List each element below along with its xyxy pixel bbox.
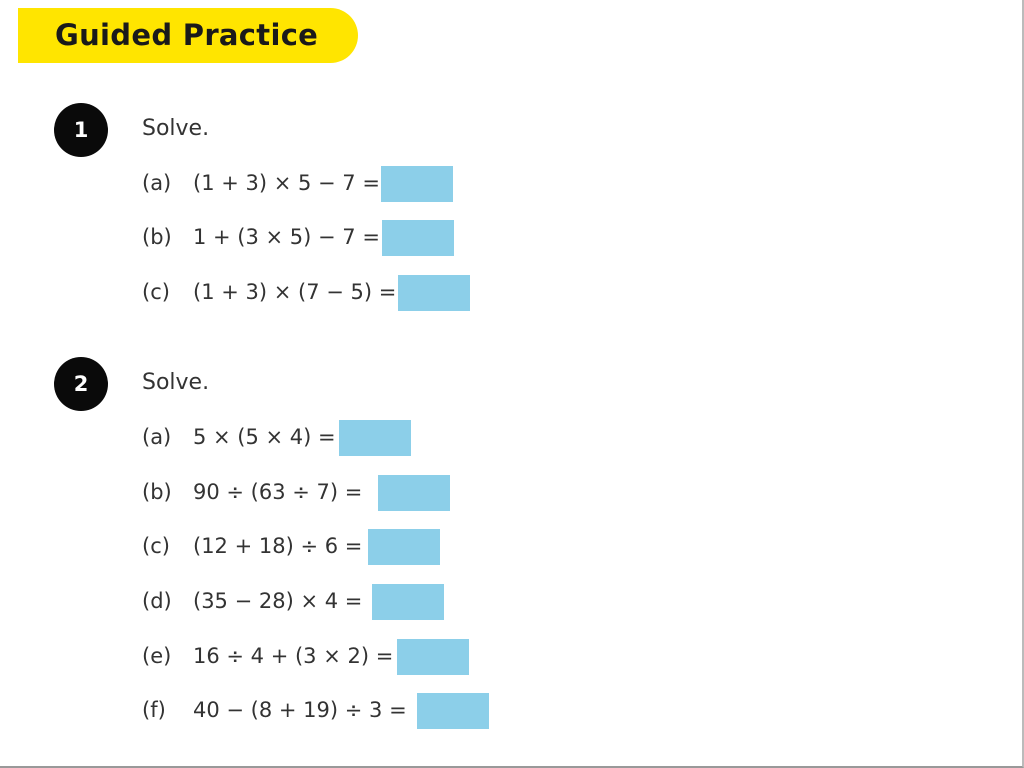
answer-box[interactable] — [397, 639, 469, 675]
part-expression: (1 + 3) × 5 − 7 = — [193, 171, 380, 195]
answer-box[interactable] — [381, 166, 453, 202]
question-number-badge: 1 — [54, 103, 108, 157]
part-label: (c) — [142, 280, 170, 304]
part-label: (f) — [142, 698, 166, 722]
answer-box[interactable] — [339, 420, 411, 456]
part-label: (d) — [142, 589, 172, 613]
answer-box[interactable] — [382, 220, 454, 256]
part-label: (b) — [142, 480, 172, 504]
question-instruction: Solve. — [142, 116, 210, 141]
answer-box[interactable] — [372, 584, 444, 620]
part-expression: (12 + 18) ÷ 6 = — [193, 534, 363, 558]
part-label: (e) — [142, 644, 172, 668]
part-label: (b) — [142, 225, 172, 249]
part-expression: 90 ÷ (63 ÷ 7) = — [193, 480, 363, 504]
part-expression: 40 − (8 + 19) ÷ 3 = — [193, 698, 407, 722]
answer-box[interactable] — [398, 275, 470, 311]
section-banner: Guided Practice — [18, 8, 358, 63]
answer-box[interactable] — [378, 475, 450, 511]
part-label: (c) — [142, 534, 170, 558]
part-expression: 16 ÷ 4 + (3 × 2) = — [193, 644, 394, 668]
part-expression: 5 × (5 × 4) = — [193, 425, 336, 449]
question-number-badge: 2 — [54, 357, 108, 411]
part-expression: 1 + (3 × 5) − 7 = — [193, 225, 380, 249]
part-expression: (1 + 3) × (7 − 5) = — [193, 280, 397, 304]
part-expression: (35 − 28) × 4 = — [193, 589, 363, 613]
part-label: (a) — [142, 425, 172, 449]
answer-box[interactable] — [417, 693, 489, 729]
question-instruction: Solve. — [142, 370, 210, 395]
answer-box[interactable] — [368, 529, 440, 565]
part-label: (a) — [142, 171, 172, 195]
section-title: Guided Practice — [55, 18, 319, 52]
